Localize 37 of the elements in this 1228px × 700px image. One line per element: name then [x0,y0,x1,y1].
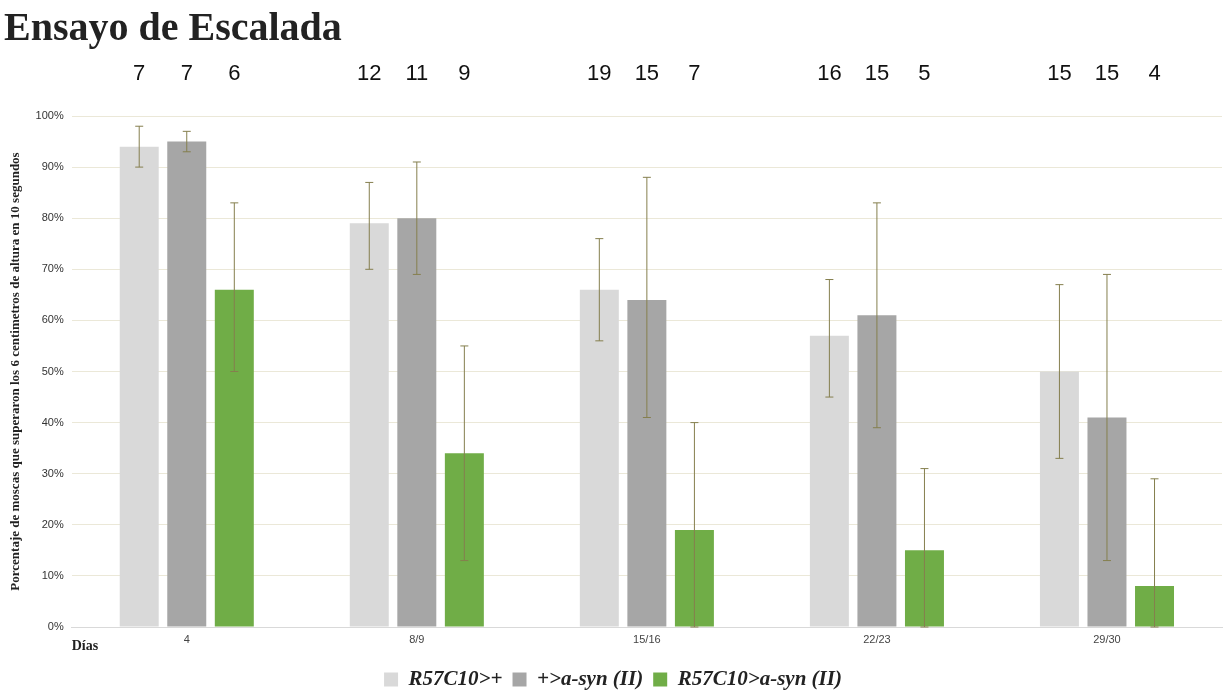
y-tick-label: 90% [41,160,64,173]
y-tick-label: 30% [41,466,64,479]
legend-label: R57C10>a-syn (II) [676,665,842,690]
legend-label: R57C10>+ [407,665,503,690]
y-tick-label: 100% [35,109,64,122]
x-tick-label: 15/16 [633,632,661,645]
text: 15 [864,60,890,86]
y-tick-label: 70% [41,262,64,275]
text: 9 [458,60,471,86]
text: 6 [228,60,241,86]
text: 4 [1148,60,1161,86]
legend-label: +>a-syn (II) [537,665,644,690]
y-tick-label: 50% [41,364,64,377]
y-axis-title: Porcentaje de moscas que superaron los 6 centimetros de altura en 10 segundos [7,152,23,591]
text: 15 [1047,60,1072,86]
x-tick-label: 4 [183,632,190,645]
x-tick-label: 29/30 [1093,632,1121,645]
x-tick-label: 8/9 [409,632,425,645]
y-tick-label: 20% [41,517,64,530]
x-tick-label: 22/23 [863,632,891,645]
y-tick-label: 80% [41,211,64,224]
chart-title: Ensayo de Escalada [4,4,342,50]
text: 5 [918,60,931,86]
text: 15 [634,60,660,86]
y-tick-label: 10% [41,568,64,581]
text: 7 [688,60,701,86]
text: 16 [817,60,842,86]
x-axis-title: Días [71,638,99,654]
y-tick-label: 40% [41,415,64,428]
y-tick-label: 60% [41,313,64,326]
text: 11 [405,60,429,86]
text: 19 [587,60,612,86]
text: 7 [180,60,193,86]
text: 12 [357,60,382,86]
text: 7 [133,60,146,86]
text: 15 [1094,60,1120,86]
y-tick-label: 0% [47,620,64,633]
